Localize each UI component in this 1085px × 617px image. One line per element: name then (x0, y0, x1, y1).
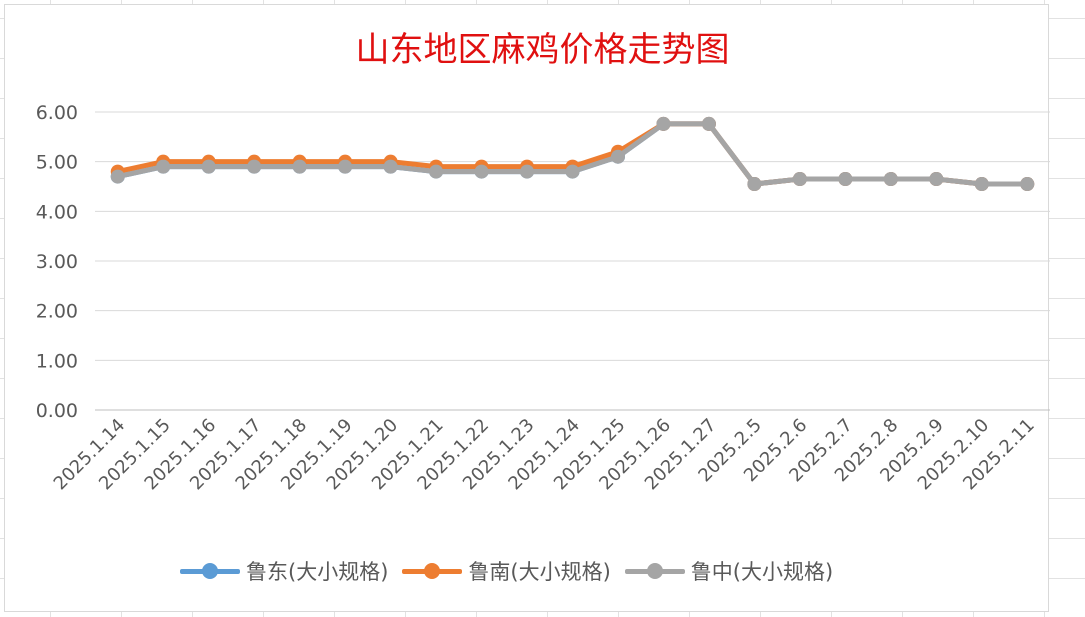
data-point[interactable] (565, 164, 580, 179)
legend-label-lunan: 鲁南(大小规格) (468, 560, 611, 584)
data-point[interactable] (610, 149, 625, 164)
data-point[interactable] (838, 172, 853, 187)
data-point[interactable] (247, 159, 262, 174)
legend-item-ludong: 鲁东(大小规格) (180, 556, 388, 586)
y-tick-label: 3.00 (36, 251, 78, 273)
legend-swatch-luzhong (624, 559, 685, 583)
y-tick-label: 5.00 (36, 152, 78, 174)
y-tick-label: 2.00 (36, 301, 78, 323)
y-tick-label: 1.00 (36, 350, 78, 372)
y-tick-label: 0.00 (36, 400, 78, 422)
legend-swatch-ludong (180, 559, 240, 583)
data-point[interactable] (929, 172, 944, 187)
data-point[interactable] (292, 159, 307, 174)
legend-swatch-lunan (402, 559, 463, 583)
data-point[interactable] (201, 159, 216, 174)
data-point[interactable] (747, 177, 762, 192)
legend-item-luzhong: 鲁中(大小规格) (624, 556, 834, 586)
data-point[interactable] (383, 159, 398, 174)
legend-label-luzhong: 鲁中(大小规格) (690, 560, 834, 584)
data-point[interactable] (701, 116, 716, 131)
data-point[interactable] (156, 159, 171, 174)
data-point[interactable] (338, 159, 353, 174)
series-2 (110, 116, 1035, 192)
y-tick-label: 6.00 (36, 102, 78, 124)
data-point[interactable] (474, 164, 489, 179)
y-tick-label: 4.00 (36, 201, 78, 223)
data-point[interactable] (656, 116, 671, 131)
data-point[interactable] (429, 164, 444, 179)
data-point[interactable] (520, 164, 535, 179)
chart-frame[interactable] (4, 4, 1049, 612)
data-point[interactable] (1020, 177, 1035, 192)
legend-label-ludong: 鲁东(大小规格) (246, 560, 389, 584)
data-point[interactable] (974, 177, 989, 192)
data-point[interactable] (110, 169, 125, 184)
chart-legend: 鲁东(大小规格) 鲁南(大小规格) 鲁中(大小规格) (180, 555, 837, 587)
data-point[interactable] (792, 172, 807, 187)
data-point[interactable] (883, 172, 898, 187)
legend-item-lunan: 鲁南(大小规格) (402, 556, 611, 586)
chart-title: 山东地区麻鸡价格走势图 (355, 30, 730, 70)
